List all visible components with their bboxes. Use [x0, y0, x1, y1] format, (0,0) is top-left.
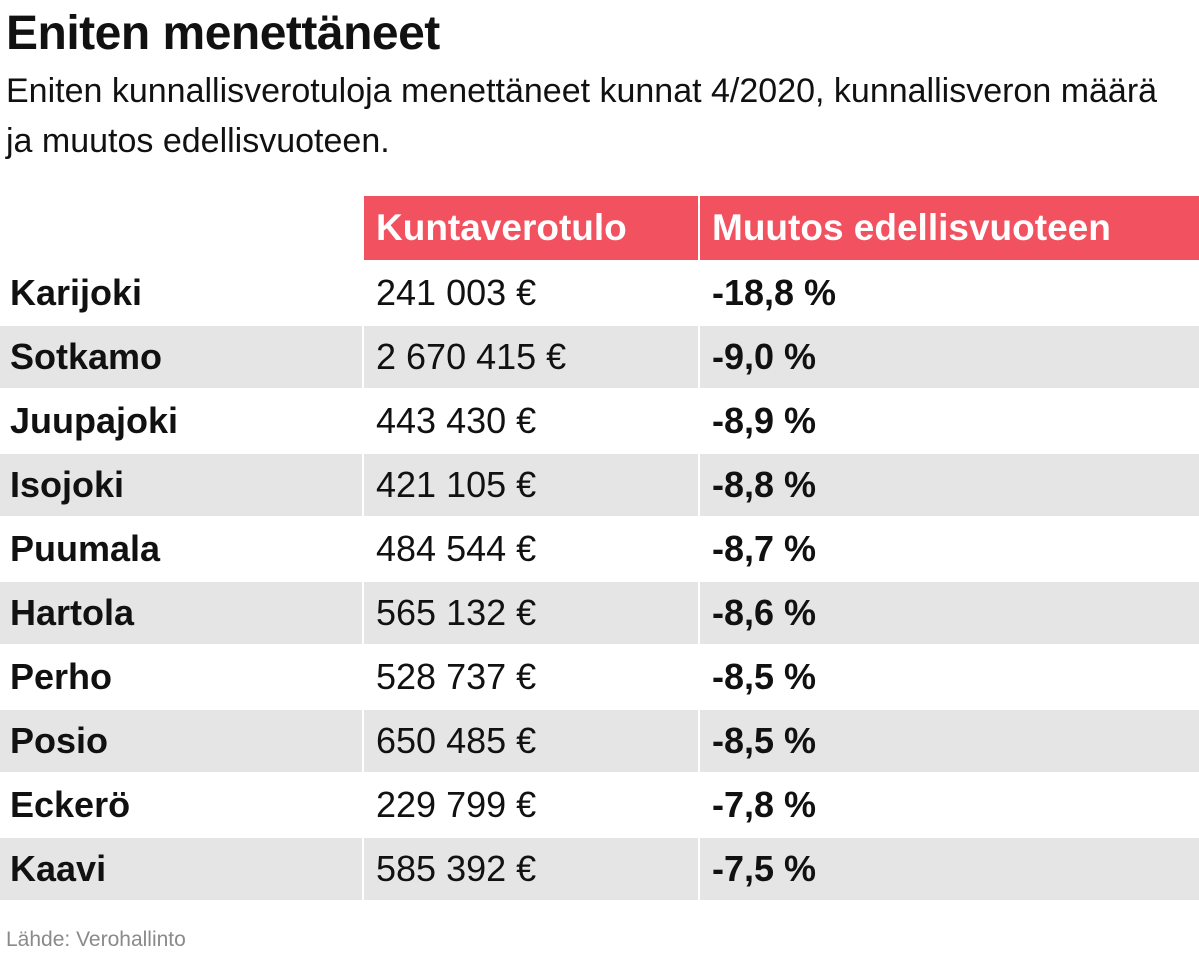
revenue-cell: 565 132 €	[362, 582, 698, 644]
municipality-cell: Eckerö	[10, 784, 131, 825]
municipality-cell: Perho	[10, 656, 113, 697]
municipality-cell: Juupajoki	[10, 400, 179, 441]
revenue-cell: 241 003 €	[362, 262, 698, 324]
table-row: Puumala 484 544 € -8,7 %	[0, 518, 1199, 580]
revenue-cell: 443 430 €	[362, 390, 698, 452]
change-cell: -8,5 %	[698, 646, 1199, 708]
table-row: Karijoki 241 003 € -18,8 %	[0, 262, 1199, 324]
chart-subtitle: Eniten kunnallisverotuloja menettäneet k…	[6, 72, 1158, 160]
revenue-cell: 528 737 €	[362, 646, 698, 708]
header-change: Muutos edellisvuoteen	[698, 196, 1199, 260]
change-cell: -8,8 %	[698, 454, 1199, 516]
change-cell: -7,8 %	[698, 774, 1199, 836]
revenue-cell: 650 485 €	[362, 710, 698, 772]
revenue-cell: 2 670 415 €	[362, 326, 698, 388]
revenue-cell: 421 105 €	[362, 454, 698, 516]
header-municipality	[0, 196, 362, 260]
chart-title: Eniten menettäneet	[6, 7, 440, 60]
municipality-cell: Sotkamo	[10, 336, 163, 377]
municipality-cell: Hartola	[10, 592, 135, 633]
table-row: Isojoki 421 105 € -8,8 %	[0, 454, 1199, 516]
revenue-cell: 585 392 €	[362, 838, 698, 900]
table-body: Karijoki 241 003 € -18,8 % Sotkamo 2 670 415…	[0, 262, 1199, 900]
municipality-cell: Posio	[10, 720, 109, 761]
municipality-cell: Isojoki	[10, 464, 125, 505]
table-row: Eckerö 229 799 € -7,8 %	[0, 774, 1199, 836]
change-cell: -7,5 %	[698, 838, 1199, 900]
revenue-cell: 229 799 €	[362, 774, 698, 836]
municipality-cell: Puumala	[10, 528, 161, 569]
change-cell: -8,6 %	[698, 582, 1199, 644]
source-note: Lähde: Verohallinto	[6, 928, 186, 951]
change-cell: -8,5 %	[698, 710, 1199, 772]
municipality-cell: Kaavi	[10, 848, 107, 889]
table-row: Hartola 565 132 € -8,6 %	[0, 582, 1199, 644]
change-cell: -8,9 %	[698, 390, 1199, 452]
table-row: Posio 650 485 € -8,5 %	[0, 710, 1199, 772]
table-row: Perho 528 737 € -8,5 %	[0, 646, 1199, 708]
municipality-cell: Karijoki	[10, 272, 143, 313]
change-cell: -8,7 %	[698, 518, 1199, 580]
change-cell: -9,0 %	[698, 326, 1199, 388]
header-revenue: Kuntaverotulo	[362, 196, 698, 260]
table-row: Sotkamo 2 670 415 € -9,0 %	[0, 326, 1199, 388]
table-header: Kuntaverotulo Muutos edellisvuoteen	[0, 196, 1199, 260]
revenue-cell: 484 544 €	[362, 518, 698, 580]
table-row: Juupajoki 443 430 € -8,9 %	[0, 390, 1199, 452]
change-cell: -18,8 %	[698, 262, 1199, 324]
data-table: Kuntaverotulo Muutos edellisvuoteen Kari…	[0, 196, 1199, 900]
table-row: Kaavi 585 392 € -7,5 %	[0, 838, 1199, 900]
